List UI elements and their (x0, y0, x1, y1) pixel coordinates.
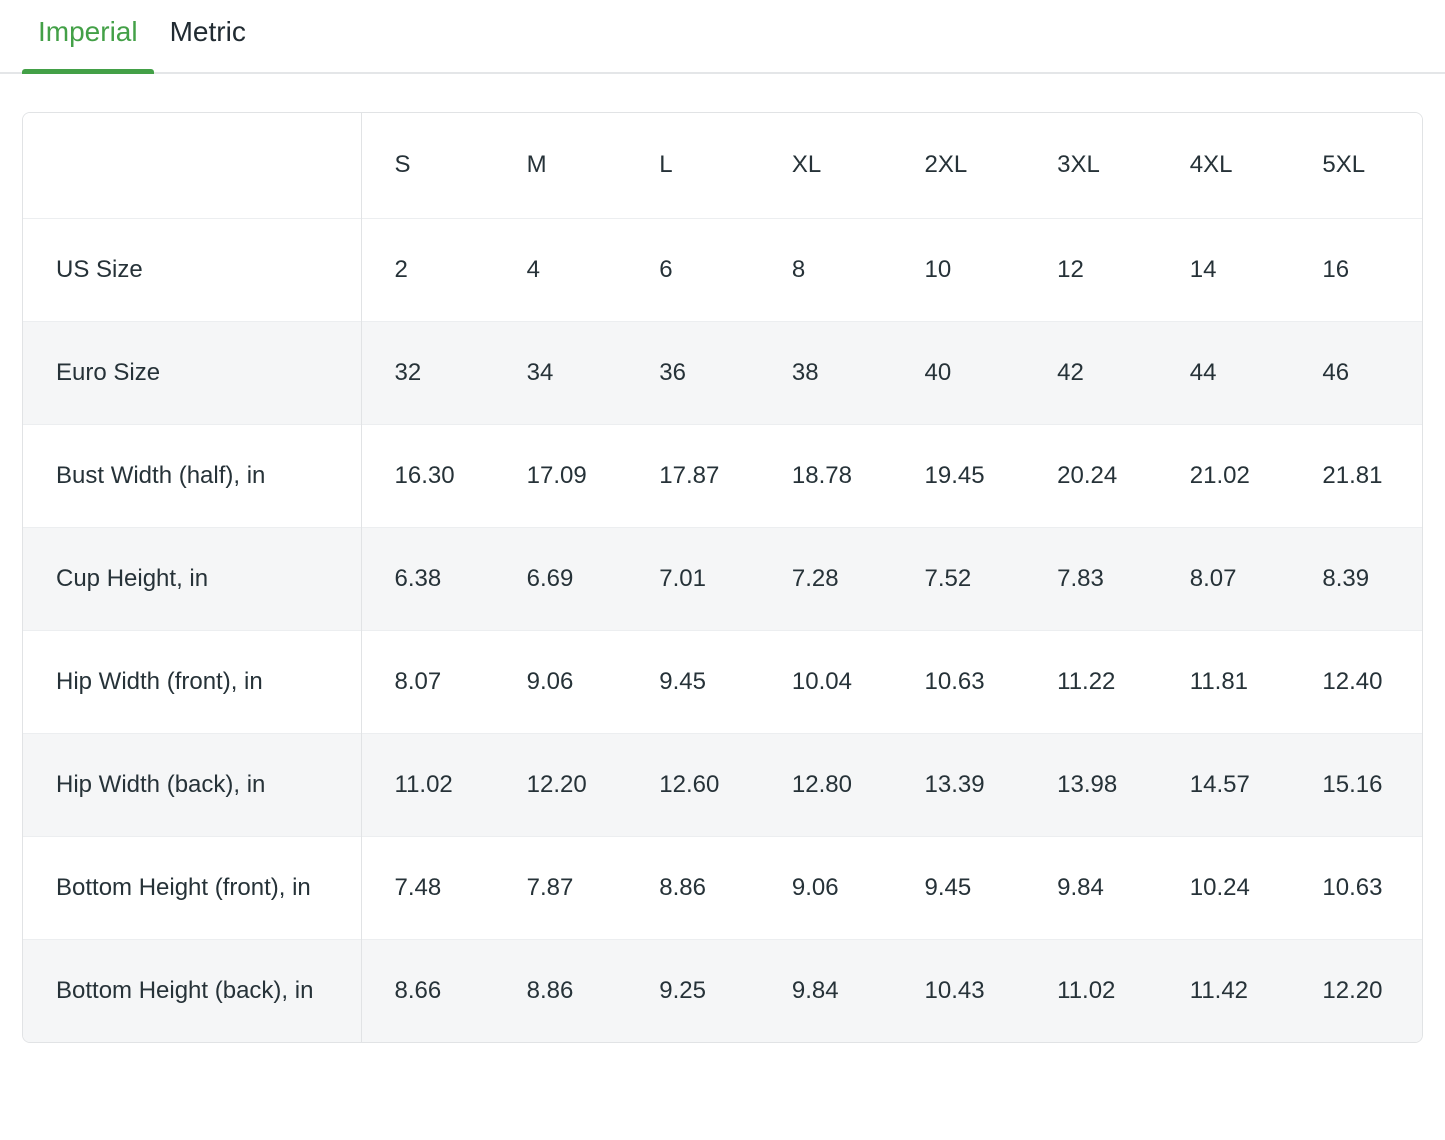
table-row: Hip Width (back), in 11.02 12.20 12.60 12.80… (23, 733, 1422, 837)
row-label: Hip Width (front), in (23, 630, 362, 734)
size-table-container: S M L XL 2XL 3XL 4XL 5XL US Size 2 4 6 8 10 12 14 16 Eur… (22, 112, 1423, 1043)
cell-value: 19.45 (891, 424, 1025, 528)
corner-cell (23, 113, 362, 219)
cell-value: 8 (758, 218, 892, 322)
row-label: Cup Height, in (23, 527, 362, 631)
cell-value: 9.84 (758, 939, 892, 1042)
cell-value: 12.60 (626, 733, 759, 837)
cell-value: 9.45 (626, 630, 759, 734)
table-row: Bottom Height (front), in 7.48 7.87 8.86 9.0… (23, 836, 1422, 940)
cell-value: 11.81 (1156, 630, 1290, 734)
cell-value: 10.63 (1289, 836, 1422, 940)
cell-value: 15.16 (1289, 733, 1422, 837)
cell-value: 8.39 (1289, 527, 1422, 631)
row-label: Hip Width (back), in (23, 733, 362, 837)
cell-value: 16.30 (361, 424, 494, 528)
row-label: Bottom Height (front), in (23, 836, 362, 940)
tab-imperial[interactable]: Imperial (22, 0, 154, 74)
cell-value: 2 (361, 218, 494, 322)
table-row: Euro Size 32 34 36 38 40 42 44 46 (23, 321, 1422, 425)
size-table-header-row: S M L XL 2XL 3XL 4XL 5XL (23, 113, 1422, 219)
cell-value: 21.02 (1156, 424, 1290, 528)
cell-value: 8.86 (626, 836, 759, 940)
cell-value: 11.02 (361, 733, 494, 837)
cell-value: 6.38 (361, 527, 494, 631)
size-column-header: M (493, 113, 627, 219)
cell-value: 9.06 (758, 836, 892, 940)
cell-value: 11.22 (1024, 630, 1157, 734)
table-row: US Size 2 4 6 8 10 12 14 16 (23, 218, 1422, 322)
cell-value: 10.04 (758, 630, 892, 734)
cell-value: 9.45 (891, 836, 1025, 940)
cell-value: 17.09 (493, 424, 627, 528)
size-column-header: 2XL (891, 113, 1025, 219)
cell-value: 13.39 (891, 733, 1025, 837)
cell-value: 9.25 (626, 939, 759, 1042)
table-row: Cup Height, in 6.38 6.69 7.01 7.28 7.52 7.83 8.… (23, 527, 1422, 631)
cell-value: 18.78 (758, 424, 892, 528)
cell-value: 46 (1289, 321, 1422, 425)
size-column-header: 4XL (1156, 113, 1290, 219)
cell-value: 7.52 (891, 527, 1025, 631)
cell-value: 10 (891, 218, 1025, 322)
cell-value: 12 (1024, 218, 1157, 322)
cell-value: 7.87 (493, 836, 627, 940)
size-table: S M L XL 2XL 3XL 4XL 5XL US Size 2 4 6 8 10 12 14 16 Eur… (23, 113, 1422, 1042)
cell-value: 11.42 (1156, 939, 1290, 1042)
cell-value: 9.84 (1024, 836, 1157, 940)
cell-value: 10.24 (1156, 836, 1290, 940)
cell-value: 8.66 (361, 939, 494, 1042)
cell-value: 40 (891, 321, 1025, 425)
cell-value: 34 (493, 321, 627, 425)
tab-metric[interactable]: Metric (154, 0, 262, 72)
table-row: Bottom Height (back), in 8.66 8.86 9.25 9.84… (23, 939, 1422, 1042)
cell-value: 14.57 (1156, 733, 1290, 837)
cell-value: 12.80 (758, 733, 892, 837)
cell-value: 8.86 (493, 939, 627, 1042)
cell-value: 9.06 (493, 630, 627, 734)
cell-value: 10.43 (891, 939, 1025, 1042)
row-label: US Size (23, 218, 362, 322)
size-table-body: US Size 2 4 6 8 10 12 14 16 Euro Size 32 34 36 38 40 42… (23, 218, 1422, 1042)
cell-value: 20.24 (1024, 424, 1157, 528)
cell-value: 12.40 (1289, 630, 1422, 734)
cell-value: 32 (361, 321, 494, 425)
size-column-header: S (361, 113, 494, 219)
cell-value: 12.20 (1289, 939, 1422, 1042)
cell-value: 36 (626, 321, 759, 425)
cell-value: 12.20 (493, 733, 627, 837)
table-row: Hip Width (front), in 8.07 9.06 9.45 10.04 10… (23, 630, 1422, 734)
cell-value: 6.69 (493, 527, 627, 631)
units-tab-bar: Imperial Metric (0, 0, 1445, 74)
cell-value: 7.01 (626, 527, 759, 631)
cell-value: 6 (626, 218, 759, 322)
cell-value: 21.81 (1289, 424, 1422, 528)
size-column-header: 5XL (1289, 113, 1422, 219)
table-row: Bust Width (half), in 16.30 17.09 17.87 18.7… (23, 424, 1422, 528)
cell-value: 7.48 (361, 836, 494, 940)
cell-value: 42 (1024, 321, 1157, 425)
cell-value: 11.02 (1024, 939, 1157, 1042)
cell-value: 44 (1156, 321, 1290, 425)
cell-value: 38 (758, 321, 892, 425)
cell-value: 8.07 (361, 630, 494, 734)
cell-value: 16 (1289, 218, 1422, 322)
row-label: Bottom Height (back), in (23, 939, 362, 1042)
size-column-header: XL (758, 113, 892, 219)
cell-value: 7.83 (1024, 527, 1157, 631)
cell-value: 8.07 (1156, 527, 1290, 631)
cell-value: 13.98 (1024, 733, 1157, 837)
cell-value: 10.63 (891, 630, 1025, 734)
cell-value: 7.28 (758, 527, 892, 631)
row-label: Bust Width (half), in (23, 424, 362, 528)
size-column-header: 3XL (1024, 113, 1157, 219)
cell-value: 17.87 (626, 424, 759, 528)
row-label: Euro Size (23, 321, 362, 425)
size-column-header: L (626, 113, 759, 219)
cell-value: 4 (493, 218, 627, 322)
cell-value: 14 (1156, 218, 1290, 322)
